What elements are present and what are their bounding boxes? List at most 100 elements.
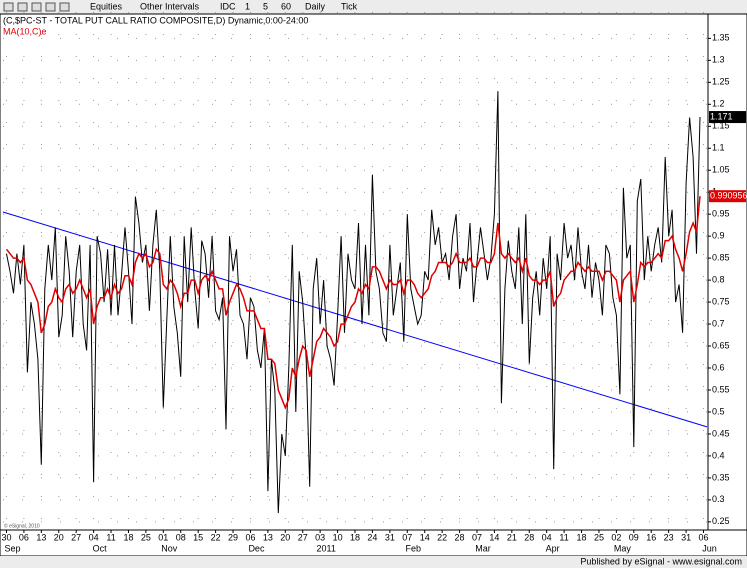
x-tick-label: 13 <box>36 532 46 542</box>
x-tick-label: 15 <box>193 532 203 542</box>
x-tick-label: 16 <box>646 532 656 542</box>
x-tick-label: 28 <box>524 532 534 542</box>
month-label: Dec <box>248 543 265 553</box>
y-tick-label: 0.8 <box>712 274 725 284</box>
x-tick-label: 07 <box>402 532 412 542</box>
month-label: Sep <box>4 543 20 553</box>
x-tick-label: 07 <box>472 532 482 542</box>
x-tick-label: 27 <box>71 532 81 542</box>
y-tick-label: 0.25 <box>712 516 730 526</box>
last-value-box <box>709 111 746 124</box>
toolbar-item[interactable]: Tick <box>341 1 358 11</box>
toolbar-item[interactable]: Equities <box>90 1 123 11</box>
last-value-label: 0.990956 <box>710 191 747 201</box>
watermark: © eSignal, 2010 <box>4 522 40 529</box>
month-label: Jun <box>702 543 717 553</box>
x-tick-label: 21 <box>507 532 517 542</box>
toolbar-bg <box>0 0 747 14</box>
toolbar-item[interactable]: 60 <box>281 1 291 11</box>
x-tick-label: 09 <box>629 532 639 542</box>
x-tick-label: 11 <box>106 532 115 542</box>
series-line <box>6 91 701 514</box>
toolbar-item[interactable]: 5 <box>263 1 268 11</box>
last-value-box <box>709 190 746 203</box>
legend-ma: MA(10,C)e <box>3 26 47 36</box>
month-label: May <box>614 543 632 553</box>
y-tick-label: 1.25 <box>712 77 730 87</box>
x-tick-label: 20 <box>280 532 290 542</box>
last-value-label: 1.171 <box>710 111 733 121</box>
y-tick-label: 0.95 <box>712 209 730 219</box>
x-tick-label: 03 <box>315 532 325 542</box>
x-tick-label: 29 <box>228 532 238 542</box>
y-tick-label: 1.2 <box>712 99 725 109</box>
x-tick-label: 18 <box>123 532 133 542</box>
y-tick-label: 0.7 <box>712 318 725 328</box>
x-tick-label: 04 <box>89 532 99 542</box>
toolbar-icon[interactable] <box>59 2 70 12</box>
trendline <box>2 211 708 428</box>
x-tick-label: 23 <box>664 532 674 542</box>
x-tick-label: 31 <box>681 532 691 542</box>
y-tick-label: 0.5 <box>712 406 725 416</box>
y-tick-label: 1.1 <box>712 143 725 153</box>
footer-bg <box>0 556 747 568</box>
x-tick-label: 06 <box>19 532 29 542</box>
x-tick-label: 22 <box>211 532 221 542</box>
month-label: Apr <box>546 543 560 553</box>
toolbar-item[interactable]: Daily <box>305 1 326 11</box>
y-tick-label: 0.65 <box>712 340 730 350</box>
y-tick-label: 0.75 <box>712 296 730 306</box>
toolbar-icon[interactable] <box>31 2 42 12</box>
x-tick-label: 01 <box>158 532 168 542</box>
x-tick-label: 14 <box>420 532 430 542</box>
footer-text: Published by eSignal - www.esignal.com <box>580 556 742 566</box>
y-tick-label: 0.45 <box>712 428 730 438</box>
y-tick-label: 0.85 <box>712 253 730 263</box>
x-tick-label: 18 <box>350 532 360 542</box>
y-tick-label: 0.55 <box>712 384 730 394</box>
x-tick-label: 11 <box>559 532 568 542</box>
x-tick-label: 02 <box>611 532 621 542</box>
y-tick-label: 1.15 <box>712 121 730 131</box>
x-tick-label: 06 <box>245 532 255 542</box>
toolbar-item[interactable]: Other Intervals <box>140 1 200 11</box>
series-title: (C,$PC-ST - TOTAL PUT CALL RATIO COMPOSI… <box>3 15 308 25</box>
y-tick-label: 0.35 <box>712 472 730 482</box>
y-tick-label: 0.3 <box>712 494 725 504</box>
y-tick-label: 1.3 <box>712 55 725 65</box>
x-tick-label: 13 <box>263 532 273 542</box>
x-tick-label: 31 <box>385 532 395 542</box>
y-tick-label: 1.05 <box>712 165 730 175</box>
x-tick-label: 28 <box>455 532 465 542</box>
y-tick-label: 0.9 <box>712 231 725 241</box>
toolbar-item[interactable]: 1 <box>245 1 250 11</box>
x-tick-label: 14 <box>489 532 499 542</box>
x-tick-label: 30 <box>1 532 11 542</box>
x-tick-label: 24 <box>367 532 377 542</box>
x-tick-label: 20 <box>54 532 64 542</box>
x-tick-label: 18 <box>577 532 587 542</box>
x-tick-label: 22 <box>437 532 447 542</box>
toolbar-icon[interactable] <box>45 2 56 12</box>
month-label: Feb <box>406 543 422 553</box>
month-label: Oct <box>93 543 108 553</box>
month-label: Nov <box>161 543 178 553</box>
x-tick-label: 04 <box>542 532 552 542</box>
series-line <box>5 196 701 410</box>
x-tick-label: 25 <box>141 532 151 542</box>
toolbar-icon[interactable] <box>3 2 14 12</box>
x-tick-label: 10 <box>333 532 343 542</box>
x-tick-label: 27 <box>298 532 308 542</box>
y-tick-label: 0.4 <box>712 450 725 460</box>
y-tick-label: 1.35 <box>712 33 730 43</box>
x-tick-label: 25 <box>594 532 604 542</box>
toolbar-item[interactable]: IDC <box>220 1 236 11</box>
month-label: Mar <box>475 543 491 553</box>
x-tick-label: 06 <box>699 532 709 542</box>
toolbar-icon[interactable] <box>17 2 28 12</box>
y-tick-label: 0.6 <box>712 362 725 372</box>
x-tick-label: 08 <box>176 532 186 542</box>
